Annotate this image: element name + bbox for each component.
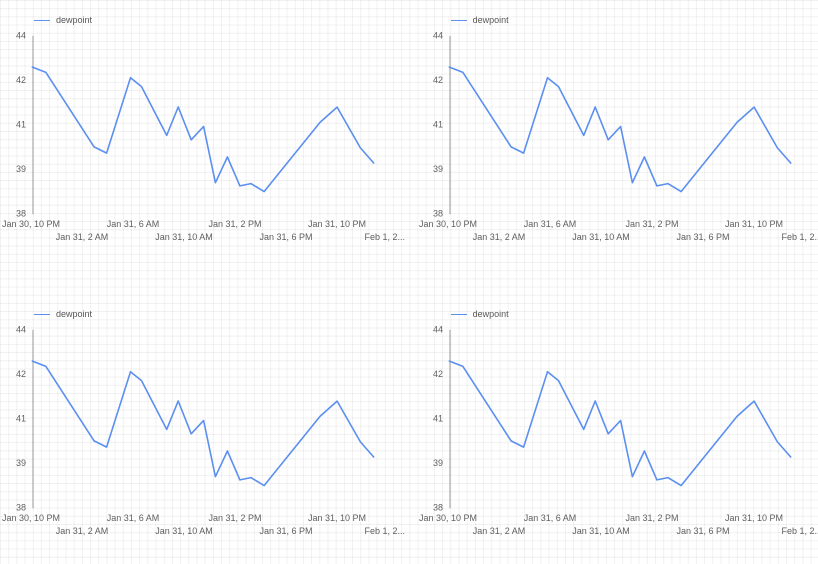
svg-text:Jan 31, 10 PM: Jan 31, 10 PM — [725, 513, 783, 523]
svg-text:41: 41 — [16, 414, 26, 424]
svg-text:39: 39 — [16, 458, 26, 468]
svg-text:Jan 31, 2 PM: Jan 31, 2 PM — [625, 219, 678, 229]
svg-text:Jan 31, 10 PM: Jan 31, 10 PM — [308, 219, 366, 229]
svg-text:Jan 31, 2 PM: Jan 31, 2 PM — [209, 513, 262, 523]
svg-text:44: 44 — [433, 31, 443, 41]
svg-text:Jan 31, 10 AM: Jan 31, 10 AM — [155, 526, 212, 536]
svg-text:Jan 31, 10 PM: Jan 31, 10 PM — [308, 513, 366, 523]
svg-text:Jan 31, 6 AM: Jan 31, 6 AM — [107, 513, 159, 523]
svg-text:Feb 1, 2...: Feb 1, 2... — [781, 232, 818, 242]
svg-text:Feb 1, 2...: Feb 1, 2... — [365, 526, 405, 536]
svg-text:Jan 31, 2 AM: Jan 31, 2 AM — [56, 526, 108, 536]
svg-text:44: 44 — [433, 325, 443, 335]
svg-text:41: 41 — [433, 119, 443, 129]
svg-text:Jan 31, 2 AM: Jan 31, 2 AM — [472, 526, 524, 536]
svg-text:42: 42 — [433, 75, 443, 85]
svg-text:Jan 30, 10 PM: Jan 30, 10 PM — [419, 513, 477, 523]
svg-text:39: 39 — [16, 164, 26, 174]
svg-text:Jan 31, 10 AM: Jan 31, 10 AM — [572, 232, 629, 242]
svg-text:Jan 31, 6 PM: Jan 31, 6 PM — [676, 232, 729, 242]
svg-text:42: 42 — [16, 75, 26, 85]
svg-text:Jan 31, 6 PM: Jan 31, 6 PM — [676, 526, 729, 536]
svg-text:38: 38 — [433, 208, 443, 218]
svg-text:Jan 31, 2 PM: Jan 31, 2 PM — [625, 513, 678, 523]
svg-text:Jan 31, 6 PM: Jan 31, 6 PM — [260, 232, 313, 242]
svg-text:Jan 31, 6 AM: Jan 31, 6 AM — [523, 513, 575, 523]
svg-text:42: 42 — [16, 369, 26, 379]
svg-text:42: 42 — [433, 369, 443, 379]
svg-text:Jan 31, 6 PM: Jan 31, 6 PM — [260, 526, 313, 536]
svg-text:Jan 30, 10 PM: Jan 30, 10 PM — [2, 219, 60, 229]
svg-text:44: 44 — [16, 325, 26, 335]
svg-text:Jan 31, 2 AM: Jan 31, 2 AM — [56, 232, 108, 242]
svg-text:Jan 30, 10 PM: Jan 30, 10 PM — [419, 219, 477, 229]
svg-text:Jan 31, 6 AM: Jan 31, 6 AM — [523, 219, 575, 229]
svg-text:44: 44 — [16, 31, 26, 41]
svg-text:Jan 31, 2 PM: Jan 31, 2 PM — [209, 219, 262, 229]
svg-text:Jan 31, 2 AM: Jan 31, 2 AM — [472, 232, 524, 242]
svg-text:38: 38 — [433, 503, 443, 513]
svg-text:39: 39 — [433, 164, 443, 174]
svg-text:Jan 31, 10 AM: Jan 31, 10 AM — [155, 232, 212, 242]
svg-text:Feb 1, 2...: Feb 1, 2... — [365, 232, 405, 242]
svg-text:41: 41 — [16, 119, 26, 129]
svg-text:41: 41 — [433, 414, 443, 424]
svg-text:Jan 31, 6 AM: Jan 31, 6 AM — [107, 219, 159, 229]
svg-text:38: 38 — [16, 208, 26, 218]
svg-text:39: 39 — [433, 458, 443, 468]
svg-text:Jan 31, 10 PM: Jan 31, 10 PM — [725, 219, 783, 229]
svg-text:Jan 31, 10 AM: Jan 31, 10 AM — [572, 526, 629, 536]
svg-text:Jan 30, 10 PM: Jan 30, 10 PM — [2, 513, 60, 523]
svg-text:Feb 1, 2...: Feb 1, 2... — [781, 526, 818, 536]
svg-text:38: 38 — [16, 503, 26, 513]
